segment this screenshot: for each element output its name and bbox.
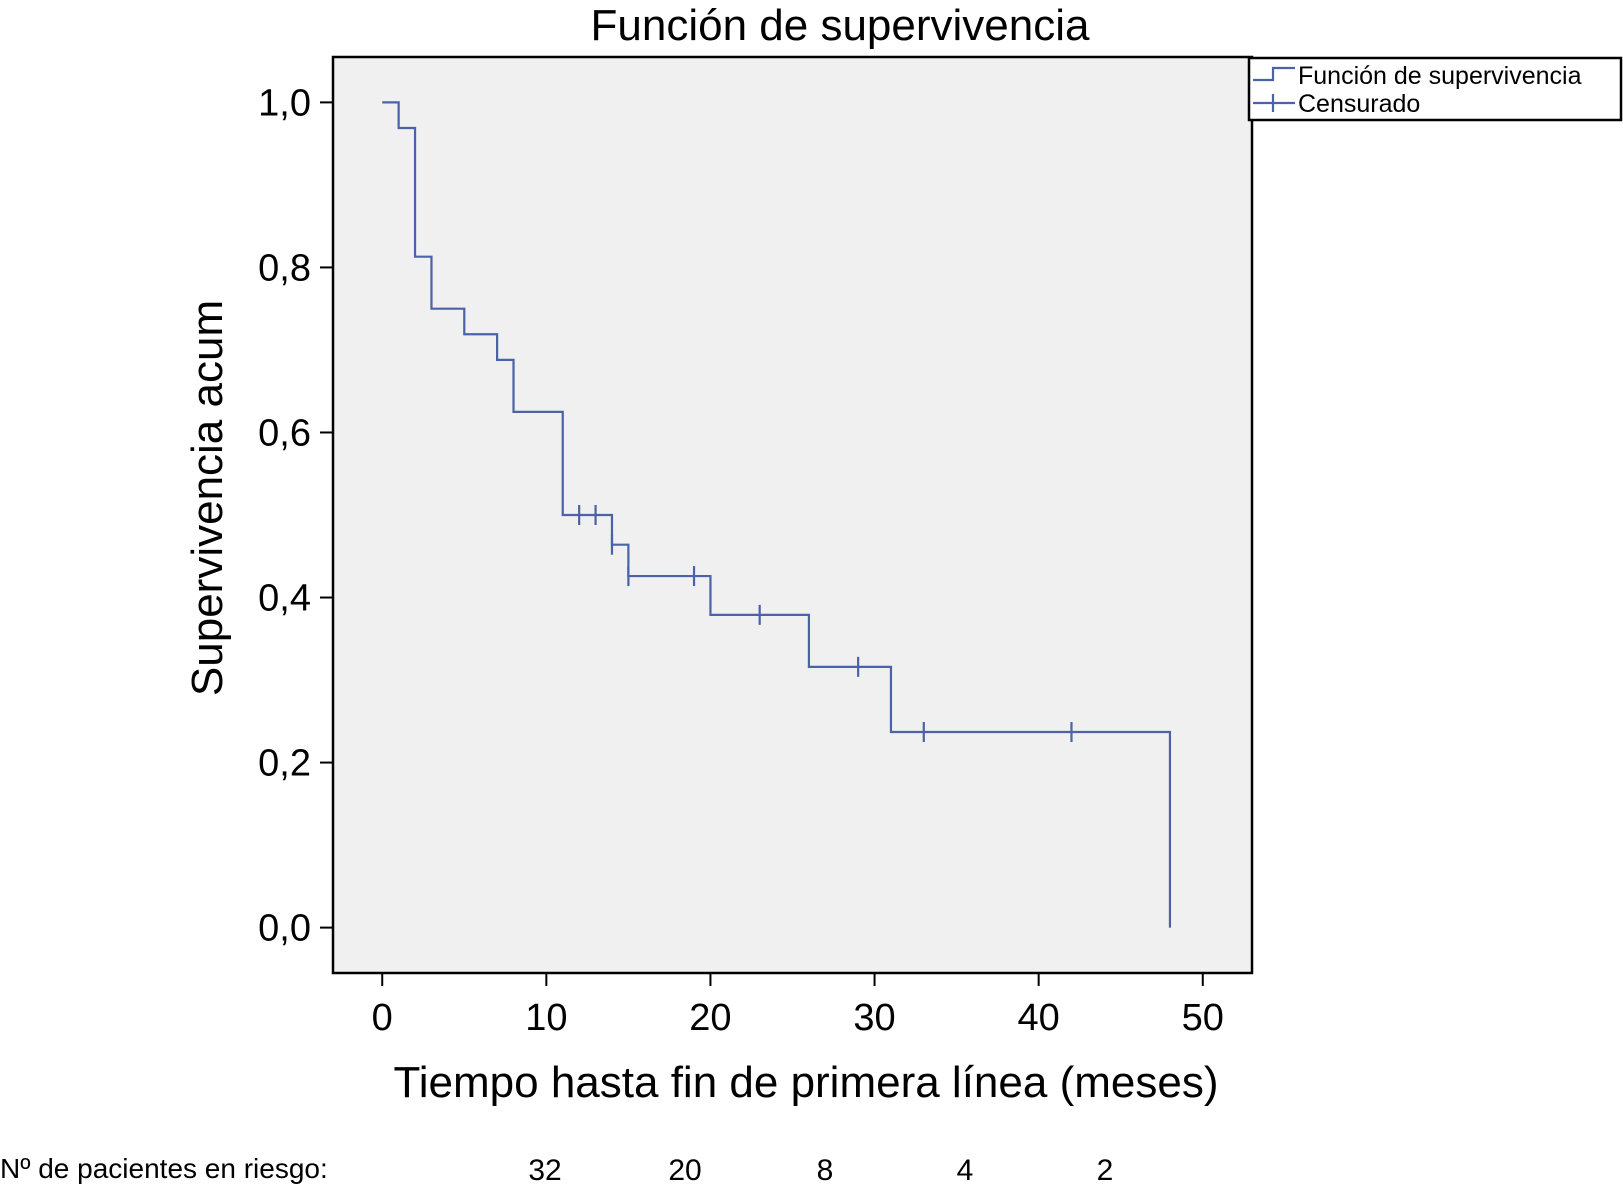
legend-step-swatch <box>1253 66 1295 82</box>
risk-value: 8 <box>817 1154 834 1187</box>
risk-value: 32 <box>528 1154 561 1187</box>
y-tick-label: 0,8 <box>258 247 311 289</box>
chart-title: Función de supervivencia <box>591 1 1090 50</box>
legend: Función de supervivencia Censurado <box>1247 56 1623 122</box>
legend-box <box>1247 56 1623 122</box>
y-tick-label: 0,4 <box>258 578 311 620</box>
risk-value: 20 <box>668 1154 701 1187</box>
y-axis-label: Supervivencia acum <box>183 300 232 696</box>
series-layer <box>382 101 1172 928</box>
x-tick-label: 10 <box>525 997 567 1039</box>
risk-value: 2 <box>1097 1154 1114 1187</box>
risk-table-values: 32 20 8 4 2 <box>528 1154 1113 1187</box>
x-tick-label: 40 <box>1018 997 1060 1039</box>
x-tick-label: 30 <box>853 997 895 1039</box>
x-tick-label: 0 <box>372 997 393 1039</box>
risk-table-label: Nº de pacientes en riesgo: <box>0 1153 328 1184</box>
plot-area <box>331 55 1254 975</box>
x-axis: 0 10 20 30 40 50 <box>372 973 1224 1039</box>
legend-label-survival: Función de supervivencia <box>1298 62 1582 90</box>
y-tick-label: 1,0 <box>258 82 311 124</box>
legend-label-censored: Censurado <box>1298 90 1420 118</box>
y-tick-label: 0,0 <box>258 908 311 950</box>
x-tick-label: 20 <box>689 997 731 1039</box>
legend-censor-swatch <box>1253 94 1295 112</box>
x-axis-label: Tiempo hasta fin de primera línea (meses… <box>394 1058 1219 1107</box>
survival-step-line <box>382 101 1172 928</box>
y-tick-label: 0,6 <box>258 412 311 454</box>
y-axis: 0,0 0,2 0,4 0,6 0,8 1,0 <box>258 82 333 950</box>
risk-value: 4 <box>957 1154 974 1187</box>
y-tick-label: 0,2 <box>258 743 311 785</box>
x-tick-label: 50 <box>1182 997 1224 1039</box>
